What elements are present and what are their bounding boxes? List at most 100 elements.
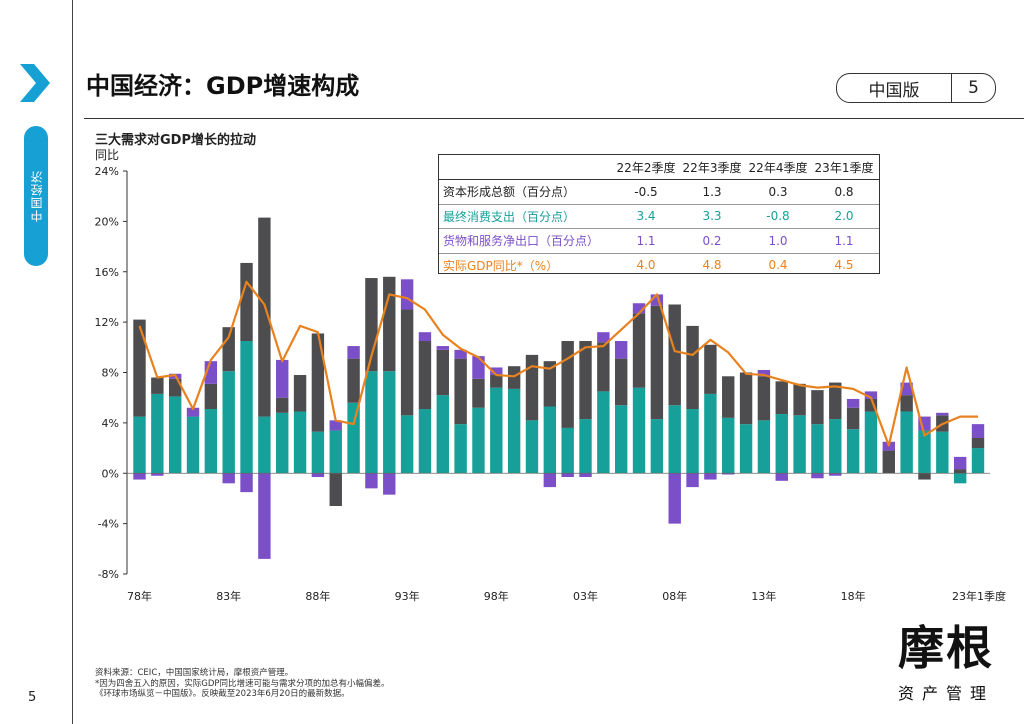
table-row-label: 货物和服务净出口（百分点） bbox=[443, 234, 600, 249]
table-header-cell: 22年3季度 bbox=[682, 160, 742, 175]
bar-capital bbox=[454, 358, 467, 425]
chevron-right-icon bbox=[20, 64, 50, 102]
bar-consumption bbox=[151, 393, 164, 474]
table-cell: -0.5 bbox=[634, 184, 658, 199]
bar-consumption bbox=[864, 411, 878, 474]
table-cell: 1.1 bbox=[834, 233, 854, 248]
recent-quarters-table: 22年2季度 22年3季度 22年4季度 23年1季度 资本形成总额（百分点） … bbox=[438, 154, 880, 274]
bar-consumption bbox=[454, 424, 467, 474]
bar-net-exports bbox=[614, 341, 628, 359]
bar-capital bbox=[971, 437, 985, 449]
bar-capital bbox=[490, 375, 503, 388]
bar-net-exports bbox=[186, 407, 200, 417]
bar-capital bbox=[204, 383, 218, 410]
bar-capital bbox=[525, 354, 539, 421]
bar-capital bbox=[882, 450, 895, 474]
bar-consumption bbox=[811, 424, 824, 474]
bar-capital bbox=[668, 304, 681, 406]
table-cell: 3.4 bbox=[636, 209, 656, 224]
bar-consumption bbox=[418, 409, 432, 474]
bar-net-exports bbox=[240, 473, 253, 493]
bar-capital bbox=[418, 341, 432, 410]
bar-capital bbox=[597, 342, 610, 392]
edition-badge: 中国版 5 bbox=[836, 73, 996, 103]
bar-net-exports bbox=[632, 303, 646, 314]
y-tick-label: 20% bbox=[95, 215, 119, 228]
bar-net-exports bbox=[686, 473, 699, 488]
y-tick-label: 8% bbox=[102, 367, 119, 380]
bar-net-exports bbox=[650, 294, 664, 306]
bar-net-exports bbox=[846, 398, 860, 408]
table-cell: 3.3 bbox=[702, 209, 722, 224]
bar-consumption bbox=[186, 416, 200, 474]
y-tick-label: 4% bbox=[102, 417, 119, 430]
sidebar-section-tab[interactable]: 中国经济 bbox=[24, 126, 48, 266]
bar-net-exports bbox=[383, 473, 396, 495]
x-tick-label: 88年 bbox=[305, 589, 330, 603]
table-row-real-gdp: 实际GDP同比*（%） 4.0 4.8 0.4 4.5 bbox=[439, 254, 879, 278]
bar-capital bbox=[650, 305, 664, 420]
y-tick-label: 0% bbox=[102, 467, 119, 480]
table-row-net-exports: 货物和服务净出口（百分点） 1.1 0.2 1.0 1.1 bbox=[439, 229, 879, 254]
bar-net-exports bbox=[864, 391, 878, 399]
bar-consumption bbox=[953, 473, 967, 484]
y-tick-label: -8% bbox=[98, 568, 119, 581]
bar-consumption bbox=[525, 420, 539, 474]
bar-consumption bbox=[168, 396, 182, 474]
bar-net-exports bbox=[971, 424, 985, 438]
logo-mark: 摩根 bbox=[898, 621, 994, 675]
bar-capital bbox=[400, 309, 414, 416]
bar-consumption bbox=[775, 414, 788, 474]
bar-consumption bbox=[561, 427, 574, 474]
bar-net-exports bbox=[454, 349, 467, 359]
bar-capital bbox=[614, 358, 628, 406]
bar-capital bbox=[472, 378, 485, 408]
bar-consumption bbox=[793, 415, 806, 474]
footnote-line: 资料来源：CEIC，中国国家统计局，摩根资产管理。 bbox=[95, 668, 294, 678]
bar-consumption bbox=[614, 405, 628, 474]
gdp-growth-line bbox=[138, 280, 978, 447]
bar-consumption bbox=[222, 371, 235, 474]
y-tick-label: 16% bbox=[95, 266, 119, 279]
bar-consumption bbox=[650, 419, 664, 474]
header-rule bbox=[84, 118, 1024, 119]
bar-capital bbox=[240, 262, 253, 342]
x-tick-label: 08年 bbox=[662, 589, 687, 603]
table-header-cell: 22年2季度 bbox=[616, 160, 676, 175]
table-header-cell: 23年1季度 bbox=[814, 160, 874, 175]
bar-consumption bbox=[722, 417, 735, 474]
bar-consumption bbox=[686, 409, 699, 474]
bar-consumption bbox=[507, 388, 521, 474]
x-tick-label: 23年1季度 bbox=[952, 589, 1006, 603]
table-cell: 4.0 bbox=[636, 258, 656, 273]
bar-consumption bbox=[757, 420, 771, 474]
bar-net-exports bbox=[400, 279, 414, 310]
bar-consumption bbox=[240, 341, 253, 474]
bar-net-exports bbox=[775, 473, 788, 481]
bar-net-exports bbox=[829, 473, 842, 476]
bar-consumption bbox=[204, 409, 218, 474]
bar-capital bbox=[722, 376, 735, 418]
bar-consumption bbox=[900, 411, 913, 474]
bar-net-exports bbox=[222, 473, 235, 484]
bar-capital bbox=[846, 407, 860, 430]
table-cell: 4.8 bbox=[702, 258, 722, 273]
table-cell: 0.2 bbox=[702, 233, 722, 248]
bar-net-exports bbox=[543, 473, 557, 488]
bar-consumption bbox=[436, 395, 449, 474]
x-tick-label: 83年 bbox=[216, 589, 241, 603]
x-tick-label: 98年 bbox=[484, 589, 509, 603]
bar-net-exports bbox=[811, 473, 824, 479]
x-tick-label: 93年 bbox=[395, 589, 420, 603]
bar-consumption bbox=[276, 412, 289, 474]
bar-consumption bbox=[472, 407, 485, 474]
bar-consumption bbox=[400, 415, 414, 474]
bar-capital bbox=[739, 372, 753, 425]
source-footnote: 资料来源：CEIC，中国国家统计局，摩根资产管理。 *因为四舍五入的原因，实际G… bbox=[95, 668, 390, 700]
edition-divider bbox=[951, 74, 952, 102]
bar-net-exports bbox=[668, 473, 681, 524]
bar-net-exports bbox=[936, 412, 949, 416]
bar-capital bbox=[918, 473, 931, 480]
left-border-line bbox=[72, 0, 73, 724]
bar-net-exports bbox=[579, 473, 592, 478]
